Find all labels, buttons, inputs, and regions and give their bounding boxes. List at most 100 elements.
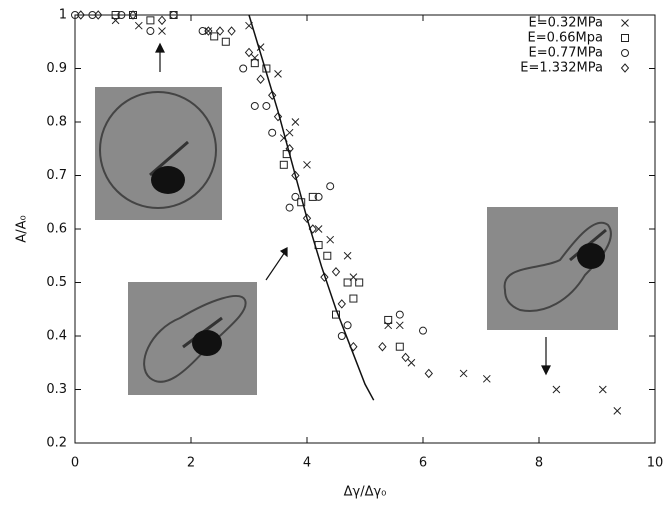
legend-label: E=1.332MPa: [520, 61, 603, 76]
marker-diamond: [227, 26, 236, 36]
legend-marker: [621, 19, 629, 27]
marker-square: [355, 278, 364, 287]
marker-diamond: [424, 368, 433, 379]
x-tick-label: 10: [647, 456, 664, 471]
marker-x: [134, 21, 143, 30]
marker-diamond: [331, 267, 341, 277]
marker-x: [285, 128, 294, 137]
marker-circle: [343, 321, 352, 330]
y-tick-label: 0.6: [46, 222, 67, 237]
marker-x: [343, 251, 352, 260]
marker-square: [343, 278, 352, 287]
marker-diamond: [157, 15, 167, 26]
marker-diamond: [320, 272, 329, 282]
marker-diamond: [244, 47, 254, 58]
marker-diamond: [401, 352, 410, 363]
marker-square: [210, 32, 219, 41]
marker-x: [303, 160, 311, 169]
y-tick-label: 0.2: [46, 436, 67, 451]
x-tick-label: 2: [187, 456, 195, 471]
y-tick-label: 0.4: [46, 329, 67, 344]
marker-x: [158, 27, 166, 35]
legend-label: E=0.32MPa: [529, 16, 604, 31]
legend-label: E=0.66Mpa: [528, 31, 604, 46]
marker-diamond: [215, 26, 225, 36]
model-curve: [248, 14, 375, 401]
legend-marker: [621, 49, 629, 57]
marker-circle: [146, 27, 155, 36]
marker-circle: [71, 11, 79, 19]
y-tick-label: 0.3: [46, 382, 67, 397]
marker-diamond: [291, 170, 300, 181]
legend-marker: [620, 63, 630, 73]
marker-circle: [198, 27, 207, 36]
marker-square: [250, 59, 259, 68]
marker-x: [459, 369, 468, 378]
marker-circle: [291, 192, 300, 201]
marker-x: [111, 16, 120, 25]
marker-x: [274, 69, 282, 78]
marker-circle: [262, 101, 271, 110]
marker-circle: [88, 11, 97, 19]
x-tick-label: 8: [535, 456, 543, 471]
marker-x: [291, 118, 300, 126]
x-tick-label: 4: [303, 456, 311, 471]
x-axis-label: Δγ/Δγ₀: [344, 485, 387, 500]
marker-diamond: [268, 90, 277, 101]
y-tick-label: 0.8: [46, 115, 67, 130]
inset-middle: [128, 282, 257, 395]
marker-square: [146, 16, 155, 25]
marker-square: [323, 251, 332, 260]
marker-circle: [268, 128, 277, 137]
y-tick-label: 0.9: [46, 61, 67, 76]
marker-x: [407, 358, 416, 367]
marker-x: [384, 321, 393, 330]
marker-diamond: [337, 299, 346, 309]
marker-circle: [169, 11, 178, 19]
marker-circle: [285, 203, 294, 212]
marker-circle: [419, 326, 427, 335]
marker-diamond: [94, 10, 103, 20]
marker-x: [552, 385, 561, 394]
marker-square: [221, 37, 230, 46]
marker-x: [314, 225, 323, 233]
marker-diamond: [128, 10, 138, 20]
marker-square: [395, 342, 404, 351]
marker-circle: [117, 11, 126, 19]
x-tick-label: 6: [419, 456, 427, 471]
legend-marker: [621, 34, 629, 42]
marker-circle: [326, 182, 335, 191]
marker-diamond: [256, 74, 265, 84]
arrows: [155, 42, 551, 376]
marker-diamond: [302, 213, 312, 224]
x-tick-label: 0: [71, 456, 79, 471]
marker-x: [613, 407, 622, 415]
marker-diamond: [204, 26, 213, 36]
marker-x: [598, 385, 607, 394]
inset-top-left: [95, 87, 222, 220]
inset-right: [487, 207, 618, 330]
marker-x: [482, 374, 491, 383]
legend-label: E=0.77MPa: [529, 46, 604, 61]
marker-x: [250, 53, 259, 62]
marker-circle: [250, 101, 259, 110]
marker-square: [308, 192, 317, 201]
marker-circle: [395, 310, 404, 319]
marker-circle: [337, 332, 346, 340]
marker-circle: [239, 64, 248, 73]
y-axis-label: A/A₀: [15, 215, 30, 242]
marker-square: [384, 315, 393, 324]
marker-diamond: [76, 10, 85, 20]
marker-x: [326, 235, 335, 244]
marker-diamond: [273, 111, 283, 122]
marker-diamond: [378, 341, 387, 352]
marker-x: [395, 321, 404, 330]
y-tick-label: 0.7: [46, 168, 67, 183]
marker-diamond: [349, 341, 358, 352]
y-tick-label: 1: [59, 8, 67, 23]
marker-square: [111, 11, 120, 19]
marker-square: [279, 160, 288, 169]
marker-square: [349, 294, 358, 303]
y-tick-label: 0.5: [46, 275, 67, 290]
